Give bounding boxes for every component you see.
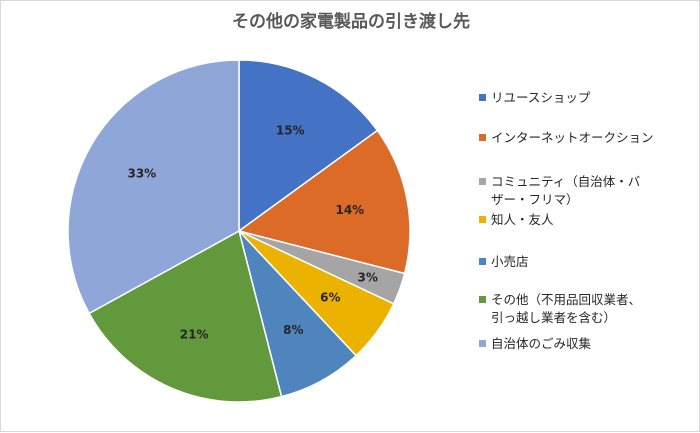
legend-swatch-2 <box>479 178 486 185</box>
legend-label-4: 小売店 <box>491 254 529 269</box>
legend-swatch-5 <box>479 296 486 303</box>
legend-swatch-0 <box>479 94 486 101</box>
pie-data-label-3: 6% <box>320 290 340 304</box>
pie-data-label-0: 15% <box>276 123 305 137</box>
legend-item-3: 知人・友人 <box>479 211 699 229</box>
legend-label-2: コミュニティ（自治体・バ ザー・フリマ） <box>491 174 641 207</box>
legend-swatch-3 <box>479 216 486 223</box>
legend-swatch-4 <box>479 258 486 265</box>
pie-data-label-4: 8% <box>283 323 303 337</box>
legend-label-0: リユースショップ <box>491 90 591 105</box>
legend-label-1: インターネットオークション <box>491 130 654 145</box>
legend-item-2: コミュニティ（自治体・バ ザー・フリマ） <box>479 173 699 209</box>
legend-label-6: 自治体のごみ収集 <box>491 336 592 351</box>
chart-title: その他の家電製品の引き渡し先 <box>232 12 470 32</box>
pie-data-label-6: 33% <box>127 167 156 181</box>
pie-slice-6 <box>67 59 240 315</box>
legend-item-1: インターネットオークション <box>479 129 699 147</box>
legend-label-3: 知人・友人 <box>491 212 554 227</box>
legend-item-6: 自治体のごみ収集 <box>479 335 699 353</box>
pie-slice-0 <box>238 59 379 233</box>
pie-data-label-1: 14% <box>335 203 364 217</box>
pie-data-label-2: 3% <box>358 270 378 284</box>
pie-data-label-5: 21% <box>180 328 209 342</box>
legend-item-5: その他（不用品回収業者、 引っ越し業者を含む） <box>479 291 699 327</box>
legend-item-0: リユースショップ <box>479 89 699 107</box>
legend-label-5: その他（不用品回収業者、 引っ越し業者を含む） <box>491 292 642 325</box>
legend-swatch-6 <box>479 340 486 347</box>
legend-swatch-1 <box>479 134 486 141</box>
pie-slice-1 <box>237 129 411 275</box>
pie-slice-5 <box>88 229 283 403</box>
legend-item-4: 小売店 <box>479 253 699 271</box>
